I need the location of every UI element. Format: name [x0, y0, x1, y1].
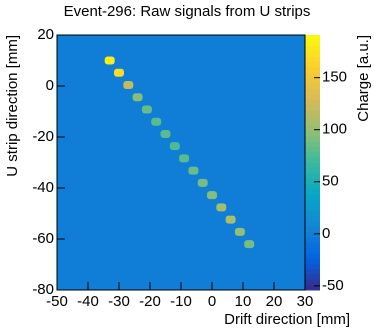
colorbar-step — [305, 210, 320, 217]
colorbar-step — [305, 77, 320, 84]
colorbar-step — [305, 236, 320, 243]
colorbar-step — [305, 98, 320, 105]
x-tick-label: -50 — [46, 293, 68, 310]
colorbar-step — [305, 157, 320, 163]
colorbar-step — [305, 50, 320, 57]
colorbar-step — [305, 247, 320, 254]
x-tick-label: -20 — [139, 293, 161, 310]
colorbar-step — [305, 258, 320, 264]
y-tick-label: -20 — [32, 128, 54, 145]
colorbar-step — [305, 40, 320, 47]
colorbar-step — [305, 167, 320, 174]
z-tick-label: 150 — [322, 69, 347, 86]
z-tick-label: -50 — [322, 277, 344, 294]
y-tick-label: 0 — [46, 77, 54, 94]
cell — [188, 166, 199, 175]
z-tick-label: 100 — [322, 121, 347, 138]
x-tick-label: -10 — [170, 293, 192, 310]
cell — [197, 178, 208, 187]
colorbar-step — [305, 231, 320, 238]
cell — [141, 105, 152, 114]
cell — [216, 203, 227, 212]
colorbar-step — [305, 279, 320, 286]
colorbar-step — [305, 173, 320, 179]
colorbar-step — [305, 220, 320, 227]
colorbar-step — [305, 125, 320, 132]
colorbar-step — [305, 274, 320, 280]
colorbar-step — [305, 199, 320, 206]
colorbar-step — [305, 88, 320, 94]
cell — [207, 191, 217, 200]
colorbar-step — [305, 82, 320, 89]
colorbar-step — [305, 268, 320, 275]
colorbar-step — [305, 252, 320, 259]
colorbar-step — [305, 135, 320, 142]
y-tick-label: -60 — [32, 230, 54, 247]
cell — [104, 56, 115, 65]
cell — [169, 142, 180, 151]
y-tick-label: -80 — [32, 281, 54, 298]
colorbar-step — [305, 189, 320, 195]
colorbar-step — [305, 226, 320, 233]
colorbar-step — [305, 109, 320, 116]
colorbar-step — [305, 61, 320, 68]
cell — [179, 154, 190, 163]
cell — [114, 68, 124, 77]
colorbar-step — [305, 93, 320, 100]
colorbar-step — [305, 162, 320, 169]
colorbar-step — [305, 242, 320, 248]
z-tick-label: 0 — [322, 225, 330, 242]
colorbar-step — [305, 141, 320, 148]
x-tick-label: 30 — [297, 293, 314, 310]
cell — [132, 93, 143, 102]
x-tick-label: -30 — [108, 293, 130, 310]
colorbar-step — [305, 35, 320, 41]
colorbar-step — [305, 146, 320, 153]
cell — [225, 215, 236, 224]
colorbar-step — [305, 120, 320, 126]
x-tick-label: 20 — [266, 293, 283, 310]
x-tick-label: -40 — [77, 293, 99, 310]
cell — [151, 117, 162, 126]
z-axis-label: Charge [a.u.] — [355, 35, 372, 122]
colorbar-step — [305, 56, 320, 63]
colorbar-step — [305, 194, 320, 201]
colorbar-step — [305, 114, 320, 121]
cell — [244, 240, 255, 249]
colorbar-step — [305, 45, 320, 52]
x-axis-label: Drift direction [mm] — [224, 311, 350, 328]
cell — [123, 80, 134, 89]
z-tick-label: 50 — [322, 173, 339, 190]
y-tick-label: 20 — [37, 26, 54, 43]
colorbar-step — [305, 215, 320, 222]
x-tick-label: 0 — [208, 293, 216, 310]
y-axis-label: U strip direction [mm] — [4, 35, 21, 177]
colorbar-step — [305, 66, 320, 73]
cell — [234, 227, 245, 236]
background — [57, 35, 305, 290]
colorbar-step — [305, 72, 320, 78]
colorbar-step — [305, 130, 320, 137]
colorbar-step — [305, 151, 320, 158]
x-tick-label: 10 — [235, 293, 252, 310]
cell — [160, 129, 171, 138]
colorbar-step — [305, 183, 320, 190]
colorbar-step — [305, 178, 320, 185]
y-tick-label: -40 — [32, 179, 54, 196]
colorbar-step — [305, 104, 320, 110]
chart-title: Event-296: Raw signals from U strips — [64, 3, 311, 20]
colorbar-step — [305, 284, 320, 291]
colorbar-step — [305, 205, 320, 211]
colorbar-step — [305, 263, 320, 270]
